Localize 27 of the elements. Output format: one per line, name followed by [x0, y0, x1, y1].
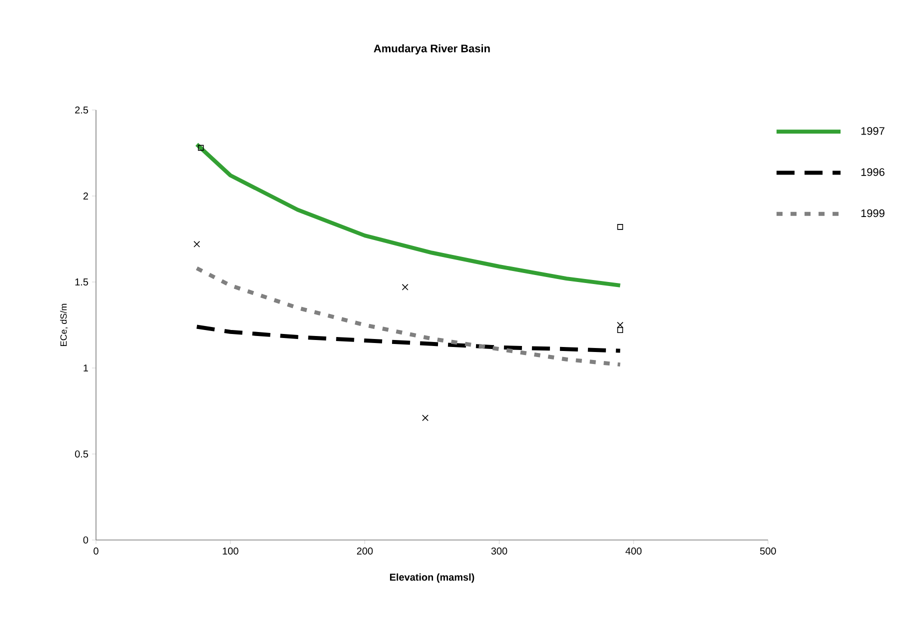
text: 1999 — [861, 209, 884, 218]
x-tick-label: 300 — [491, 548, 508, 555]
point — [617, 327, 624, 334]
point — [194, 240, 200, 248]
point — [616, 322, 624, 328]
x-tick-label: 200 — [356, 548, 373, 555]
y-tick-label: 0 — [83, 536, 88, 544]
x-axis-title: Elevation (mamsl) — [390, 573, 474, 583]
point — [617, 224, 624, 230]
line-series — [194, 324, 622, 353]
x-tick-label: 500 — [760, 548, 776, 555]
y-tick-label: 0.5 — [75, 450, 88, 458]
point — [198, 144, 204, 151]
y-tick-label: 1.5 — [75, 278, 88, 286]
y-tick-label: 2.5 — [75, 106, 88, 114]
y-tick-label: 2 — [83, 192, 88, 200]
y-axis-title: ECe, dS/m — [60, 304, 68, 346]
chart-title: Amudarya River Basin — [374, 44, 490, 54]
point — [402, 284, 408, 290]
text: 1996 — [861, 168, 884, 176]
line-series — [194, 142, 622, 288]
y-tick-label: 1 — [84, 364, 88, 372]
text: 1997 — [861, 127, 884, 135]
x-tick-label: 100 — [222, 548, 238, 555]
x-tick-label: 400 — [626, 548, 642, 555]
point — [422, 414, 429, 422]
x-tick-label: 0 — [94, 548, 98, 555]
